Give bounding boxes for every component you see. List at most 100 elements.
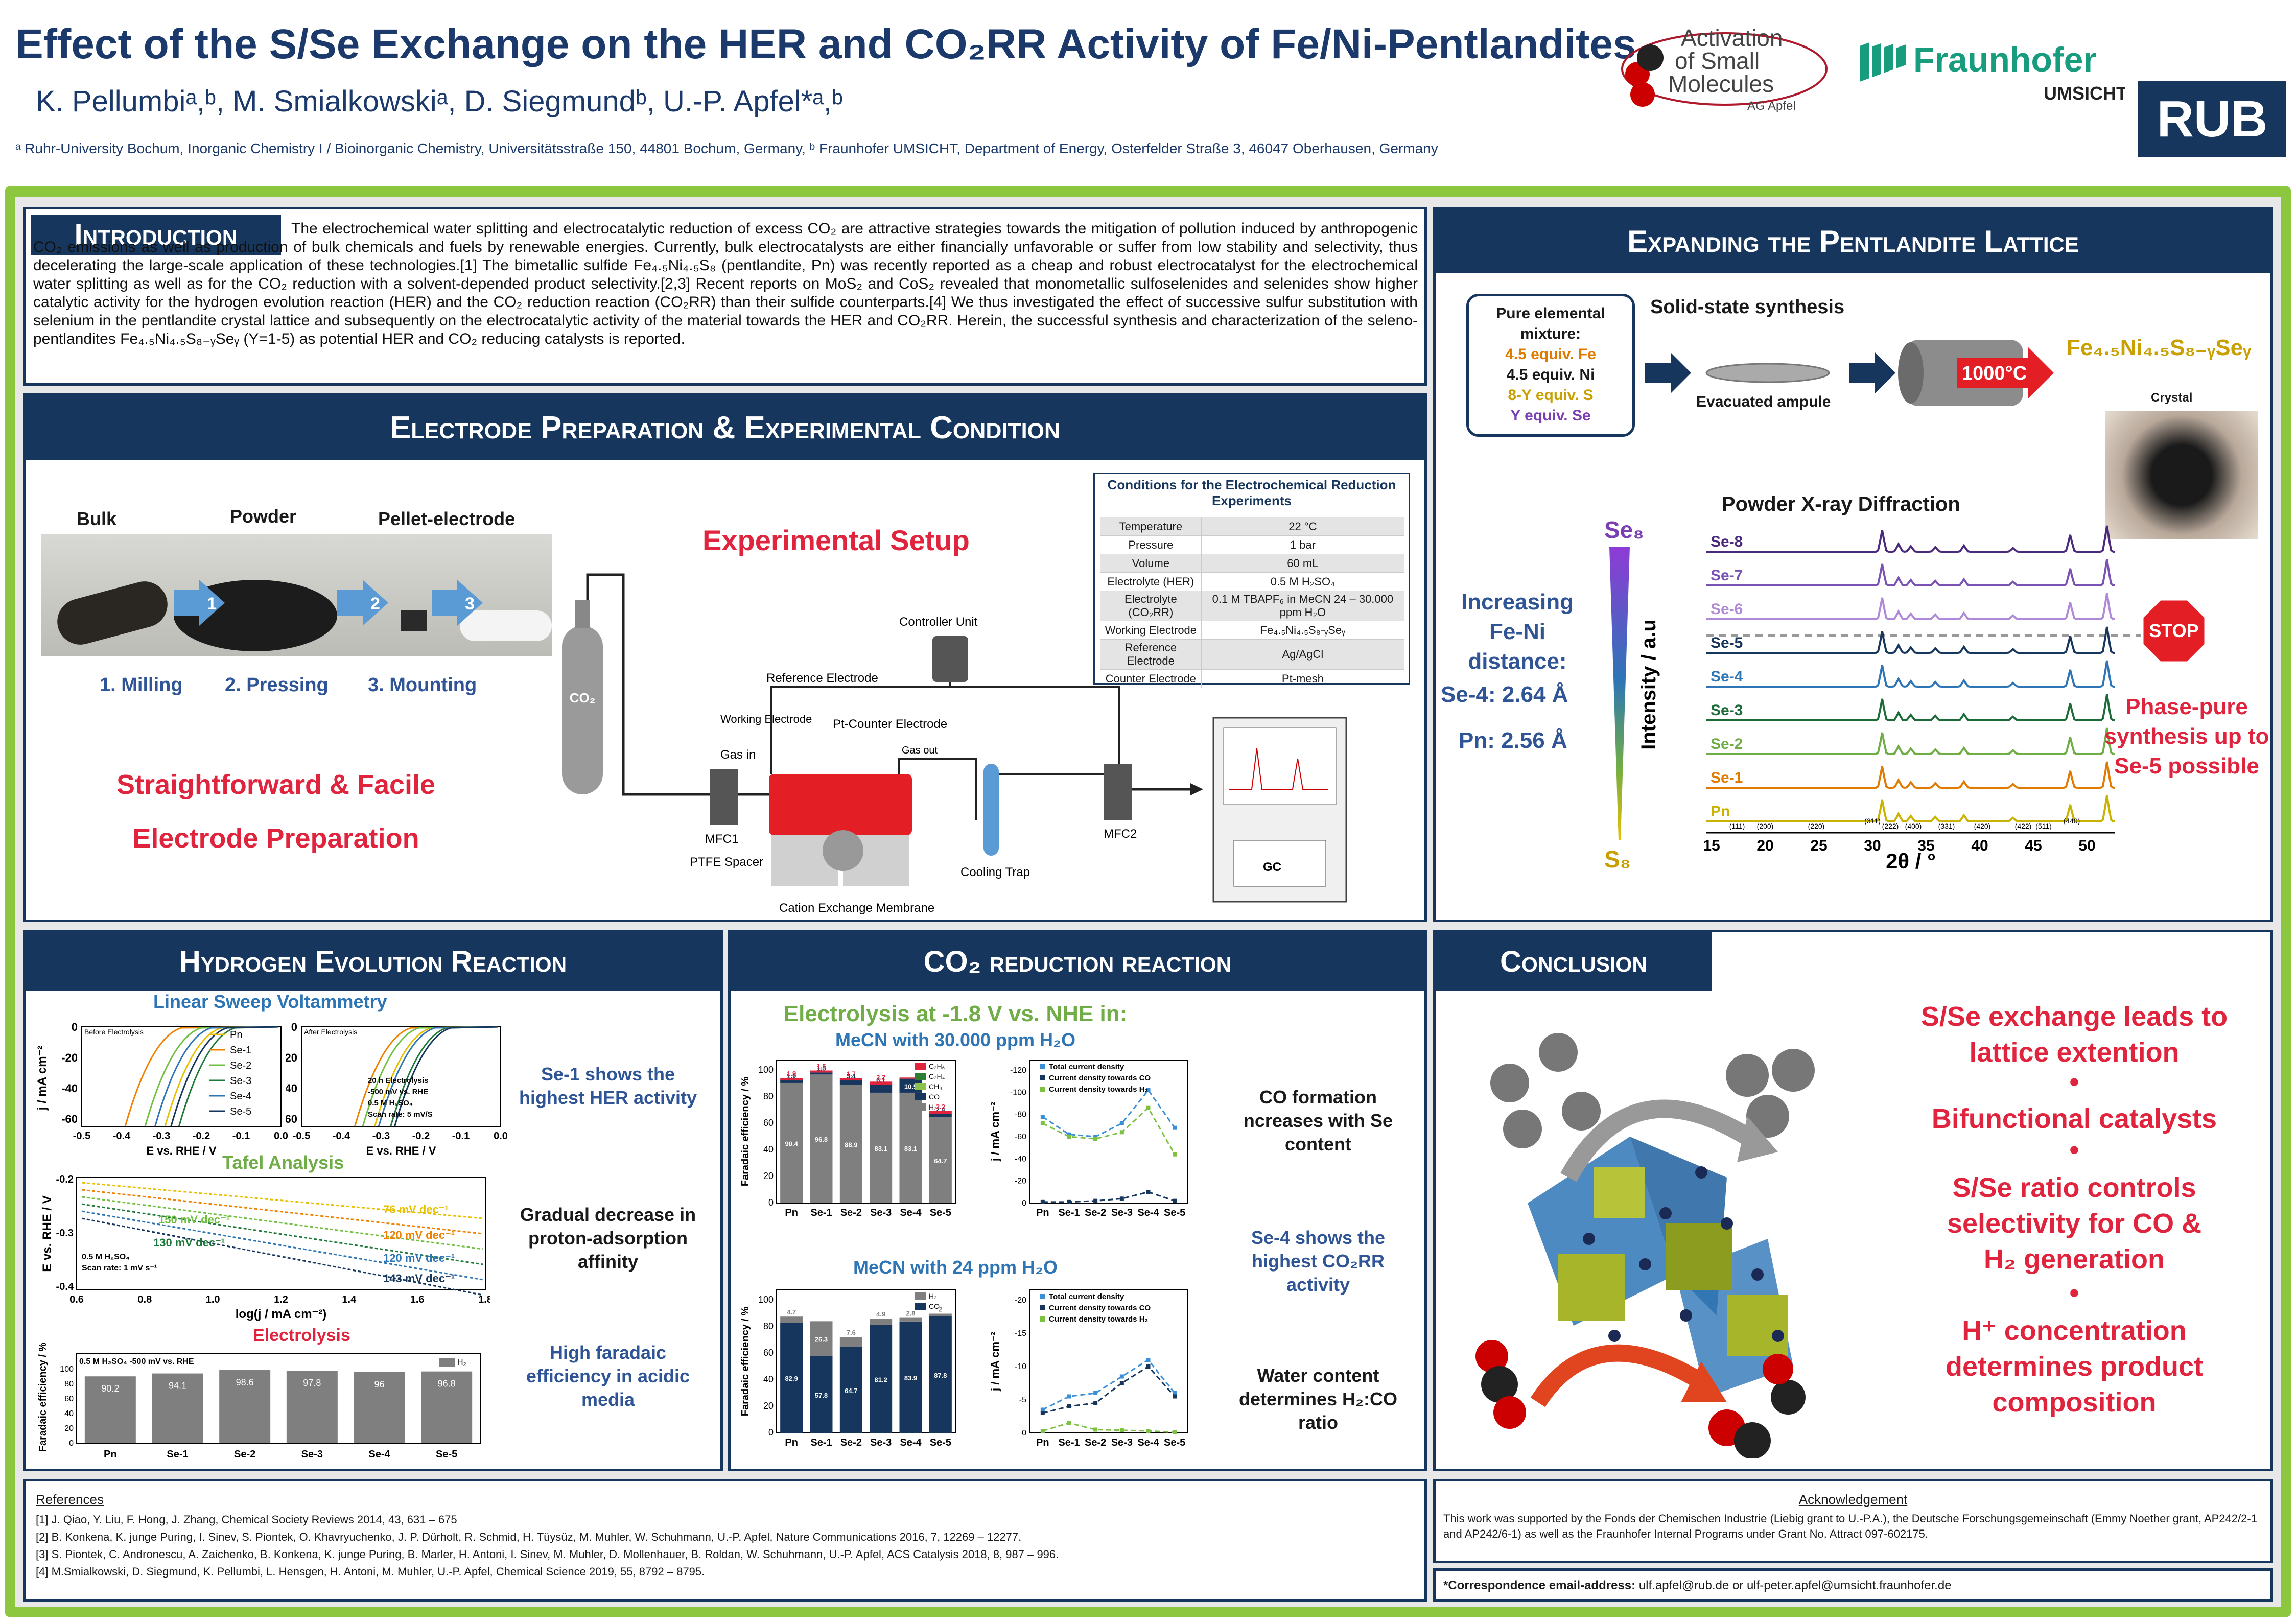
pxrd-series-line xyxy=(1706,761,2116,789)
co2rr-comment-1: CO formation ncreases with Se content xyxy=(1243,1087,1393,1155)
conditions-row: Working Electrode Fe₄.₅Ni₄.₅S₈-ᵧSeᵧ xyxy=(1100,621,1405,640)
pxrd-xtick: 20 xyxy=(1756,837,1773,854)
co-bar-value: 1.5 xyxy=(816,1063,826,1070)
lsv-legend-label: Se-2 xyxy=(230,1060,251,1071)
co-bar-value: 2.2 xyxy=(936,1103,945,1111)
condition-label: Pressure xyxy=(1100,535,1202,554)
co-bar-value: 26.3 xyxy=(815,1336,828,1344)
co-bar-value: 7.6 xyxy=(847,1329,856,1336)
co-bar-category: Se-1 xyxy=(810,1207,832,1218)
se4-distance: Se-4: 2.64 Å xyxy=(1441,682,1568,707)
step-pressing: 2. Pressing xyxy=(225,674,329,696)
pxrd-series-label: Se-5 xyxy=(1711,634,1743,651)
ptfe-label: PTFE Spacer xyxy=(690,855,763,869)
conditions-row: Electrolyte (CO₂RR) 0.1 M TBAPF₆ in MeCN … xyxy=(1100,591,1405,621)
arrow-num-2: 2 xyxy=(370,594,380,614)
co-bar-segment xyxy=(870,1092,893,1203)
her-bar-category: Se-4 xyxy=(368,1449,390,1460)
lsv-chart: Before Electrolysis 0 -20 -40 -60 -0.5 -0.4 -0.… xyxy=(31,1011,296,1160)
her-bar xyxy=(84,1376,136,1443)
her-electrolysis-title: Electrolysis xyxy=(253,1326,350,1345)
co-line-ytick: -10 xyxy=(1015,1362,1026,1371)
affiliations: ᵃ Ruhr-University Bochum, Inorganic Chem… xyxy=(15,140,1438,156)
email-address[interactable]: ulf.apfel@rub.de or ulf-peter.apfel@umsi… xyxy=(1638,1579,1952,1592)
co-bar-category: Se-5 xyxy=(930,1207,951,1218)
electrode-heading: Electrode Preparation & Experimental Con… xyxy=(26,396,1424,460)
gradient-arrow xyxy=(1609,547,1630,840)
co-bar-value: 1.7 xyxy=(847,1070,856,1078)
gas-out-label: Gas out xyxy=(902,745,938,756)
synthesis-diagram: 1000°C xyxy=(1640,322,2263,424)
co-bar-category: Se-4 xyxy=(900,1437,922,1448)
co-bar-segment xyxy=(839,1347,862,1433)
cooling-label: Cooling Trap xyxy=(960,865,1030,879)
lsv-curve xyxy=(394,1026,499,1127)
reference-3: [3] S. Piontek, C. Andronescu, A. Zaiche… xyxy=(36,1548,1059,1561)
tafel-ytick: -0.2 xyxy=(56,1174,74,1185)
tafel-line xyxy=(81,1196,483,1250)
co-bar-value: 82.9 xyxy=(785,1375,798,1382)
tafel-xtick: 1.4 xyxy=(342,1294,357,1305)
co-line-point xyxy=(1173,1430,1177,1434)
tafel-ylabel: E vs. RHE / V xyxy=(40,1195,54,1272)
co-line-point xyxy=(1067,1132,1071,1137)
conclusion-point-3: S/Se ratio controls selectivity for CO &… xyxy=(1947,1172,2202,1275)
membrane-clamp xyxy=(823,830,863,871)
her-bar xyxy=(421,1371,473,1443)
electrode-photo: 1 2 3 xyxy=(41,534,552,656)
co2rr-subtitle-1: MeCN with 30.000 ppm H₂O xyxy=(835,1029,1076,1050)
co2-cylinder xyxy=(562,626,603,794)
co-bar-legend-label: H₂ xyxy=(929,1103,937,1111)
her-bar-ylabel: Faradaic efficiency / % xyxy=(37,1343,49,1452)
co-bar-category: Se-2 xyxy=(840,1207,862,1218)
her-electrolysis-chart: 0.5 M H₂SO₄ -500 mV vs. RHE H₂ Faradaic ef… xyxy=(31,1341,490,1469)
references-panel: References [1] J. Qiao, Y. Liu, F. Hong,… xyxy=(23,1479,1427,1602)
pxrd-series-line xyxy=(1706,525,2116,553)
conclusion-heading: Conclusion xyxy=(1436,932,1712,991)
co-bar-value: 4.9 xyxy=(876,1310,885,1318)
product-label: Fe₄.₅Ni₄.₅S₈₋ᵧSeᵧ xyxy=(2067,335,2252,360)
lsv-xlabel: E vs. RHE / V xyxy=(366,1144,436,1157)
her-bar-value: 96.8 xyxy=(438,1379,456,1389)
aosm-line1: Activation xyxy=(1681,25,1783,51)
tafel-line xyxy=(81,1203,483,1265)
tafel-line xyxy=(81,1189,483,1235)
co-line-point xyxy=(1093,1137,1098,1141)
condition-label: Electrolyte (CO₂RR) xyxy=(1100,591,1202,621)
co-line-category: Se-4 xyxy=(1137,1437,1159,1448)
aosm-line3: Molecules xyxy=(1668,70,1774,97)
co2rr-line-chart-1: j / mA cm⁻² 0 -20 -40 -60 -80 -100 -120 Pn Se-1 Se… xyxy=(983,1050,1198,1239)
poster-title: Effect of the S/Se Exchange on the HER a… xyxy=(15,21,1636,67)
condition-label: Electrolyte (HER) xyxy=(1100,572,1202,591)
co-bar-segment xyxy=(929,1111,952,1114)
lsv-note: Scan rate: 5 mV/S xyxy=(368,1110,433,1119)
conditions-row: Temperature 22 °C xyxy=(1100,517,1405,536)
lsv-note: -500 mV vs. RHE xyxy=(368,1088,428,1096)
controller-box xyxy=(932,636,968,682)
lsv-curve xyxy=(178,1026,279,1127)
her-bar-category: Se-5 xyxy=(436,1449,457,1460)
tafel-value: 120 mV dec⁻¹ xyxy=(383,1252,455,1264)
co-bar-segment xyxy=(929,1316,952,1433)
her-comment-2: Gradual decrease in proton-adsorption af… xyxy=(520,1204,696,1272)
pxrd-series-line xyxy=(1706,795,2116,823)
lsv-curve xyxy=(354,1026,499,1127)
co-bar-legend-label: H₂ xyxy=(929,1292,937,1300)
references-list: [1] J. Qiao, Y. Liu, F. Hong, J. Zhang, … xyxy=(36,1511,1415,1581)
pellet-label: Pellet-electrode xyxy=(378,508,516,529)
rub-logo: RUB xyxy=(2138,81,2286,157)
co-bar-segment xyxy=(780,1078,803,1081)
setup-title: Experimental Setup xyxy=(702,524,970,556)
pn-distance: Pn: 2.56 Å xyxy=(1459,728,1567,753)
co-line-legend-label: Total current density xyxy=(1049,1292,1124,1301)
co-bar-value: 83.9 xyxy=(904,1374,917,1382)
co-line-point xyxy=(1173,1394,1177,1399)
co-bar-legend-label: CH₄ xyxy=(929,1082,942,1091)
slogan-2: Electrode Preparation xyxy=(132,823,419,854)
co-bar-category: Se-3 xyxy=(870,1207,892,1218)
co-line-point xyxy=(1093,1391,1098,1395)
tafel-chart: 0.6 0.8 1.0 1.2 1.4 1.6 1.8 -0.2 -0.3 -0.4 log(j /… xyxy=(31,1172,493,1321)
conclusion-bullet-1: • xyxy=(2069,1067,2079,1097)
co-line-category: Pn xyxy=(1036,1437,1049,1448)
co-bar-segment xyxy=(899,1317,922,1322)
